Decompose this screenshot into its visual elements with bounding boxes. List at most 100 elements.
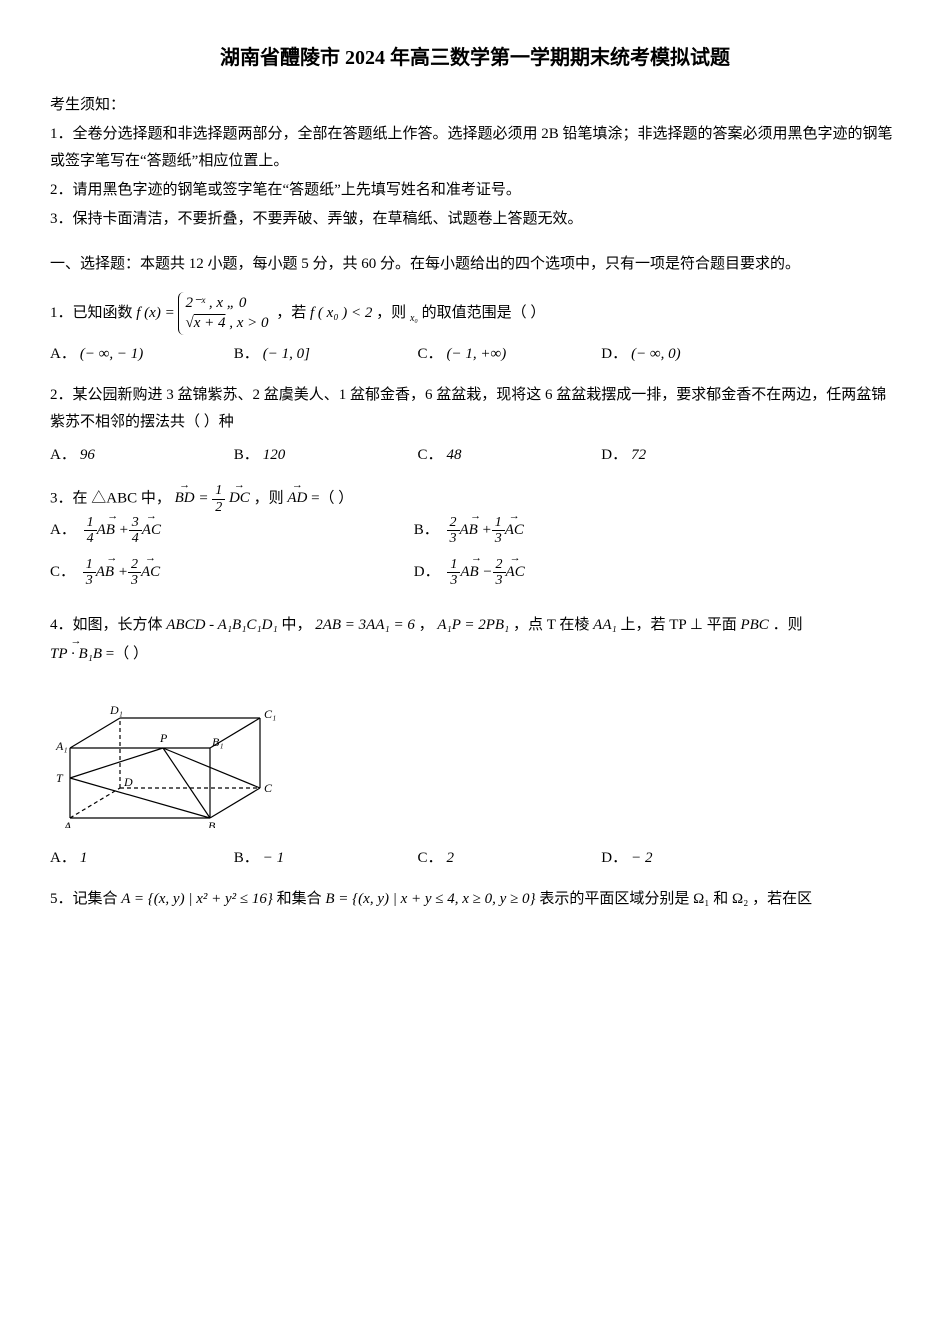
label-d: D．	[601, 447, 627, 463]
q3c-t2: AC	[141, 559, 160, 586]
q1-piece1: 2⁻ˣ , x „ 0	[185, 294, 268, 314]
q3-stem-b: ，则	[254, 490, 288, 506]
label-b: B．	[234, 447, 259, 463]
q3-stem-a: 3．在 △ABC 中，	[50, 490, 171, 506]
q3-frac-num: 1	[212, 483, 225, 499]
label-a: A．	[50, 447, 76, 463]
q3b-d2: 3	[492, 531, 505, 546]
q3a-n2: 3	[129, 515, 142, 531]
label-d: D．	[414, 564, 440, 580]
q3c-n1: 1	[83, 557, 96, 573]
q5-stem-b: 和集合	[277, 891, 326, 907]
q1-stem-c: ，则	[376, 305, 410, 321]
q4-e1: 2AB = 3AA₁ = 6	[315, 617, 415, 633]
q3a-n1: 1	[84, 515, 97, 531]
q3d-d2: 3	[493, 573, 506, 588]
q3a-d2: 4	[129, 531, 142, 546]
q1-piecewise: 2⁻ˣ , x „ 0 √x + 4 , x > 0	[178, 292, 272, 335]
q1-opt-d: (− ∞, 0)	[631, 346, 681, 362]
q4-figure: A B C D A₁ B₁ C₁ D₁ P T	[50, 678, 900, 838]
q2-opt-d: 72	[631, 447, 646, 463]
q3a-t1: AB +	[97, 517, 129, 544]
notice-1: 1．全卷分选择题和非选择题两部分，全部在答题纸上作答。选择题必须用 2B 铅笔填…	[50, 121, 900, 175]
q3b-t1: AB +	[460, 517, 492, 544]
q3-eq: =	[198, 490, 212, 506]
q4-expr-line: TP · B₁B =（ ）	[50, 641, 900, 668]
q1-var: x₀	[410, 313, 418, 324]
q5-setB: B = {(x, y) | x + y ≤ 4, x ≥ 0, y ≥ 0}	[325, 891, 535, 907]
q3b-n1: 2	[447, 515, 460, 531]
q5-stem-c: 表示的平面区域分别是 Ω₁ 和 Ω₂ ，若在区	[539, 891, 812, 907]
q1-opt-a: (− ∞, − 1)	[80, 346, 143, 362]
q1-opt-b: (− 1, 0]	[263, 346, 310, 362]
label-c: C．	[418, 850, 443, 866]
q1-piece2-inner: x + 4	[194, 315, 226, 331]
q3b-d1: 3	[447, 531, 460, 546]
q3a-t2: AC	[142, 517, 161, 544]
q1-opt-c: (− 1, +∞)	[447, 346, 507, 362]
q2-options: A．96 B．120 C．48 D．72	[50, 442, 900, 469]
q5-setA: A = {(x, y) | x² + y² ≤ 16}	[121, 891, 273, 907]
q3-stem-c: =（ ）	[311, 490, 353, 506]
q4-stem-c: ，点 T 在棱	[513, 617, 593, 633]
fig-label-B1: B₁	[212, 735, 224, 749]
label-d: D．	[601, 346, 627, 362]
label-a: A．	[50, 346, 76, 362]
label-b: B．	[234, 850, 259, 866]
q1-piece2: √x + 4 , x > 0	[185, 314, 268, 334]
q1-stem-b: ，若	[276, 305, 310, 321]
q3d-d1: 3	[447, 573, 460, 588]
fig-label-A: A	[63, 819, 72, 828]
q4-stem-f: =（ ）	[106, 646, 148, 662]
q2-opt-b: 120	[263, 447, 286, 463]
q3-ad: AD	[287, 485, 307, 512]
q1-options: A．(− ∞, − 1) B．(− 1, 0] C．(− 1, +∞) D．(−…	[50, 341, 900, 368]
q4-edge: AA₁	[593, 617, 617, 633]
notice-2: 2．请用黑色字迹的钢笔或签字笔在“答题纸”上先填写姓名和准考证号。	[50, 177, 900, 204]
q3b-n2: 1	[492, 515, 505, 531]
q4-opt-a: 1	[80, 850, 88, 866]
fig-label-C1: C₁	[264, 707, 276, 721]
question-2: 2．某公园新购进 3 盆锦紫苏、2 盆虞美人、1 盆郁金香，6 盆盆栽，现将这 …	[50, 382, 900, 436]
label-b: B．	[234, 346, 259, 362]
q4-stem-b: 中，	[281, 617, 311, 633]
q4-opt-d: − 2	[631, 850, 652, 866]
q4-stem-e: ．则	[773, 617, 803, 633]
notice-heading: 考生须知：	[50, 92, 900, 119]
q1-cond: f ( x₀ ) < 2	[310, 305, 372, 321]
q3d-t1: AB −	[460, 559, 492, 586]
label-a: A．	[50, 522, 76, 538]
q3c-d1: 3	[83, 573, 96, 588]
q4-opt-c: 2	[447, 850, 455, 866]
q1-stem-a: 1．已知函数	[50, 305, 136, 321]
q3-options: A． 14 AB + 34 AC B． 23 AB + 13 AC C． 13 …	[50, 515, 900, 599]
q2-opt-a: 96	[80, 447, 95, 463]
q4-e2: A₁P = 2PB₁	[437, 617, 509, 633]
q1-piece2-post: , x > 0	[225, 315, 268, 331]
q4-comma1: ，	[419, 617, 434, 633]
q2-opt-c: 48	[447, 447, 462, 463]
q3c-d2: 3	[128, 573, 141, 588]
page-title: 湖南省醴陵市 2024 年高三数学第一学期期末统考模拟试题	[50, 40, 900, 76]
q1-fx: f (x) =	[136, 305, 174, 321]
q3d-n1: 1	[447, 557, 460, 573]
q3c-t1: AB +	[96, 559, 128, 586]
q3d-n2: 2	[493, 557, 506, 573]
section-1-heading: 一、选择题：本题共 12 小题，每小题 5 分，共 60 分。在每小题给出的四个…	[50, 251, 900, 278]
question-5: 5．记集合 A = {(x, y) | x² + y² ≤ 16} 和集合 B …	[50, 886, 900, 913]
question-1: 1．已知函数 f (x) = 2⁻ˣ , x „ 0 √x + 4 , x > …	[50, 292, 900, 335]
fig-label-P: P	[159, 731, 168, 745]
q3d-t2: AC	[506, 559, 525, 586]
fig-label-B: B	[208, 819, 216, 828]
fig-label-C: C	[264, 781, 273, 795]
q4-opt-b: − 1	[263, 850, 284, 866]
label-a: A．	[50, 850, 76, 866]
fig-label-A1: A₁	[55, 739, 68, 753]
notice-3: 3．保持卡面清洁，不要折叠，不要弄破、弄皱，在草稿纸、试题卷上答题无效。	[50, 206, 900, 233]
q3-dc: DC	[229, 485, 250, 512]
q3-frac-den: 2	[212, 500, 225, 515]
q5-stem-a: 5．记集合	[50, 891, 121, 907]
label-d: D．	[601, 850, 627, 866]
label-b: B．	[414, 522, 439, 538]
label-c: C．	[418, 346, 443, 362]
